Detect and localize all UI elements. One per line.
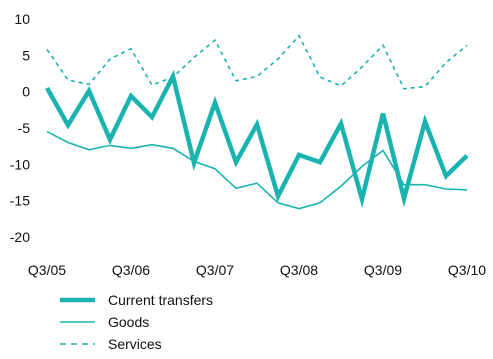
legend-label: Current transfers xyxy=(108,292,213,308)
series-line-current-transfers xyxy=(45,70,469,209)
x-tick-label: Q3/06 xyxy=(112,262,150,278)
legend-label: Goods xyxy=(108,314,149,330)
y-axis-tick-labels: 10 5 0 -5 -10 -15 -20 xyxy=(10,11,30,245)
legend-label: Services xyxy=(108,336,162,352)
x-axis-tick-labels: Q3/05 Q3/06 Q3/07 Q3/08 Q3/09 Q3/10 xyxy=(28,262,486,278)
series-line-services xyxy=(46,34,468,90)
y-tick-label: 10 xyxy=(14,11,30,27)
y-tick-label: 5 xyxy=(22,47,30,63)
y-tick-label: -10 xyxy=(10,156,30,172)
legend: Current transfers Goods Services xyxy=(60,292,213,352)
y-tick-label: -15 xyxy=(10,193,30,209)
x-tick-label: Q3/10 xyxy=(448,262,486,278)
y-tick-label: -20 xyxy=(10,229,30,245)
x-tick-label: Q3/09 xyxy=(364,262,402,278)
x-tick-label: Q3/05 xyxy=(28,262,66,278)
series-lines xyxy=(45,34,469,210)
x-tick-label: Q3/07 xyxy=(196,262,234,278)
y-tick-label: -5 xyxy=(18,120,31,136)
x-tick-label: Q3/08 xyxy=(280,262,318,278)
y-tick-label: 0 xyxy=(22,84,30,100)
